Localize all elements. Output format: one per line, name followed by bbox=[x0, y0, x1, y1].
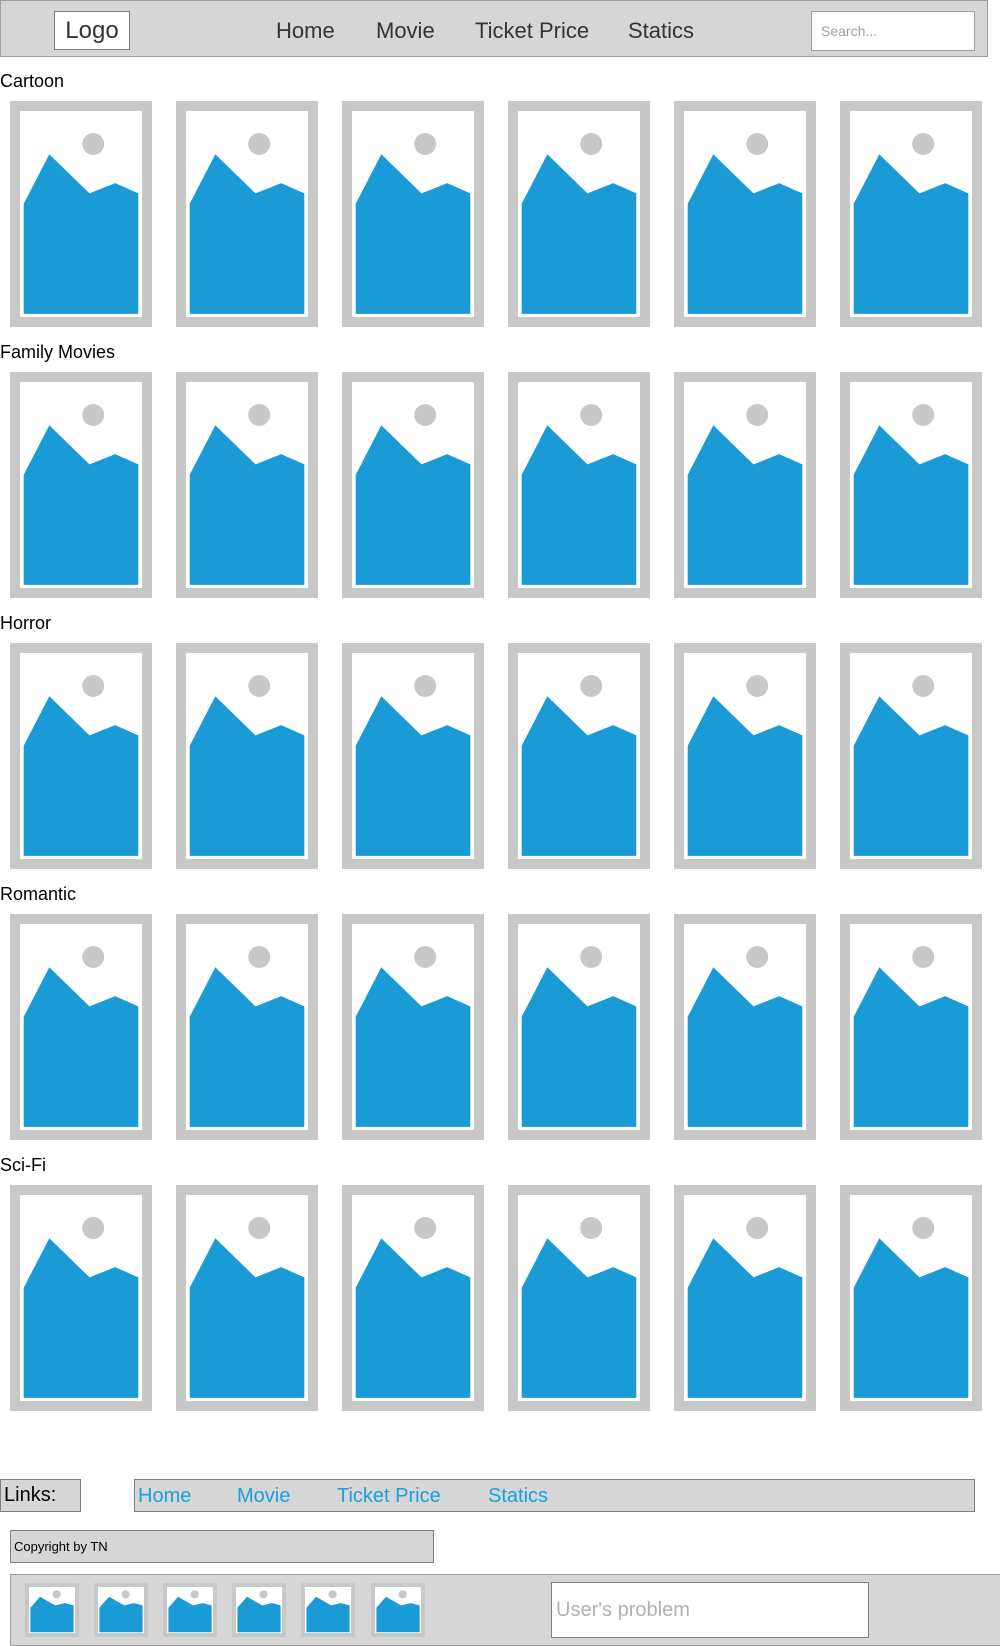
nav-ticket-price-link[interactable]: Ticket Price bbox=[475, 18, 590, 43]
movie-poster[interactable] bbox=[508, 643, 650, 869]
thumbnail[interactable] bbox=[94, 1583, 148, 1637]
image-placeholder-icon bbox=[684, 1195, 806, 1401]
movie-poster[interactable] bbox=[508, 914, 650, 1140]
footer-statics-link[interactable]: Statics bbox=[488, 1485, 549, 1507]
image-placeholder-icon bbox=[236, 1587, 282, 1633]
image-placeholder-icon bbox=[518, 382, 640, 588]
thumbnail[interactable] bbox=[232, 1583, 286, 1637]
category-title-cartoon: Cartoon bbox=[0, 71, 65, 91]
movie-poster[interactable] bbox=[10, 1185, 152, 1411]
movie-poster[interactable] bbox=[10, 101, 152, 327]
image-placeholder-icon bbox=[684, 653, 806, 859]
image-placeholder-icon bbox=[850, 653, 972, 859]
image-placeholder-icon bbox=[167, 1587, 213, 1633]
movie-poster[interactable] bbox=[342, 643, 484, 869]
category-title-horror: Horror bbox=[0, 613, 52, 633]
movie-poster[interactable] bbox=[674, 101, 816, 327]
movie-poster[interactable] bbox=[508, 1185, 650, 1411]
image-placeholder-icon bbox=[186, 653, 308, 859]
image-placeholder-icon bbox=[518, 924, 640, 1130]
user-problem-input[interactable] bbox=[551, 1582, 869, 1638]
image-placeholder-icon bbox=[352, 382, 474, 588]
footer-movie-link[interactable]: Movie bbox=[237, 1485, 291, 1507]
footer-ticket-price-link[interactable]: Ticket Price bbox=[337, 1485, 441, 1507]
movie-poster[interactable] bbox=[176, 914, 318, 1140]
movie-poster[interactable] bbox=[10, 914, 152, 1140]
image-placeholder-icon bbox=[20, 1195, 142, 1401]
movie-poster[interactable] bbox=[176, 372, 318, 598]
nav-home-link[interactable]: Home bbox=[276, 18, 335, 43]
image-placeholder-icon bbox=[684, 924, 806, 1130]
image-placeholder-icon bbox=[850, 382, 972, 588]
thumbnail[interactable] bbox=[371, 1583, 425, 1637]
logo[interactable]: Logo bbox=[54, 11, 130, 50]
movie-poster[interactable] bbox=[342, 1185, 484, 1411]
image-placeholder-icon bbox=[850, 1195, 972, 1401]
movie-poster[interactable] bbox=[508, 101, 650, 327]
movie-poster[interactable] bbox=[176, 1185, 318, 1411]
image-placeholder-icon bbox=[352, 653, 474, 859]
image-placeholder-icon bbox=[20, 653, 142, 859]
image-placeholder-icon bbox=[375, 1587, 421, 1633]
image-placeholder-icon bbox=[684, 111, 806, 317]
movie-poster[interactable] bbox=[674, 372, 816, 598]
links-label: Links: bbox=[0, 1479, 81, 1512]
movie-poster[interactable] bbox=[840, 101, 982, 327]
search-input[interactable] bbox=[811, 11, 975, 51]
footer-links-bar: Home Movie Ticket Price Statics bbox=[134, 1479, 975, 1512]
image-placeholder-icon bbox=[352, 111, 474, 317]
movie-poster[interactable] bbox=[10, 643, 152, 869]
movie-poster[interactable] bbox=[508, 372, 650, 598]
image-placeholder-icon bbox=[186, 924, 308, 1130]
image-placeholder-icon bbox=[305, 1587, 351, 1633]
nav-statics-link[interactable]: Statics bbox=[628, 18, 695, 43]
bottom-bar bbox=[10, 1574, 1000, 1646]
movie-poster[interactable] bbox=[342, 914, 484, 1140]
image-placeholder-icon bbox=[186, 1195, 308, 1401]
category-title-family-movies: Family Movies bbox=[0, 342, 116, 362]
image-placeholder-icon bbox=[684, 382, 806, 588]
nav-movie-link[interactable]: Movie bbox=[376, 18, 435, 43]
movie-poster[interactable] bbox=[674, 643, 816, 869]
copyright-text: Copyright by TN bbox=[10, 1530, 434, 1563]
footer-home-link[interactable]: Home bbox=[138, 1485, 192, 1507]
image-placeholder-icon bbox=[518, 653, 640, 859]
movie-poster[interactable] bbox=[674, 914, 816, 1140]
image-placeholder-icon bbox=[20, 382, 142, 588]
movie-poster[interactable] bbox=[176, 101, 318, 327]
image-placeholder-icon bbox=[352, 1195, 474, 1401]
category-title-sci-fi: Sci-Fi bbox=[0, 1155, 46, 1175]
thumbnail[interactable] bbox=[163, 1583, 217, 1637]
header-bar: Logo Home Movie Ticket Price Statics bbox=[0, 0, 988, 57]
movie-poster[interactable] bbox=[176, 643, 318, 869]
movie-poster[interactable] bbox=[840, 914, 982, 1140]
movie-poster[interactable] bbox=[840, 1185, 982, 1411]
thumbnail[interactable] bbox=[25, 1583, 79, 1637]
image-placeholder-icon bbox=[186, 111, 308, 317]
category-title-romantic: Romantic bbox=[0, 884, 77, 904]
movie-poster[interactable] bbox=[840, 372, 982, 598]
movie-poster[interactable] bbox=[342, 372, 484, 598]
image-placeholder-icon bbox=[186, 382, 308, 588]
image-placeholder-icon bbox=[850, 111, 972, 317]
image-placeholder-icon bbox=[98, 1587, 144, 1633]
image-placeholder-icon bbox=[20, 924, 142, 1130]
movie-poster[interactable] bbox=[342, 101, 484, 327]
image-placeholder-icon bbox=[518, 111, 640, 317]
image-placeholder-icon bbox=[850, 924, 972, 1130]
movie-poster[interactable] bbox=[674, 1185, 816, 1411]
image-placeholder-icon bbox=[518, 1195, 640, 1401]
movie-poster[interactable] bbox=[840, 643, 982, 869]
movie-poster[interactable] bbox=[10, 372, 152, 598]
image-placeholder-icon bbox=[20, 111, 142, 317]
image-placeholder-icon bbox=[352, 924, 474, 1130]
image-placeholder-icon bbox=[29, 1587, 75, 1633]
thumbnail[interactable] bbox=[301, 1583, 355, 1637]
